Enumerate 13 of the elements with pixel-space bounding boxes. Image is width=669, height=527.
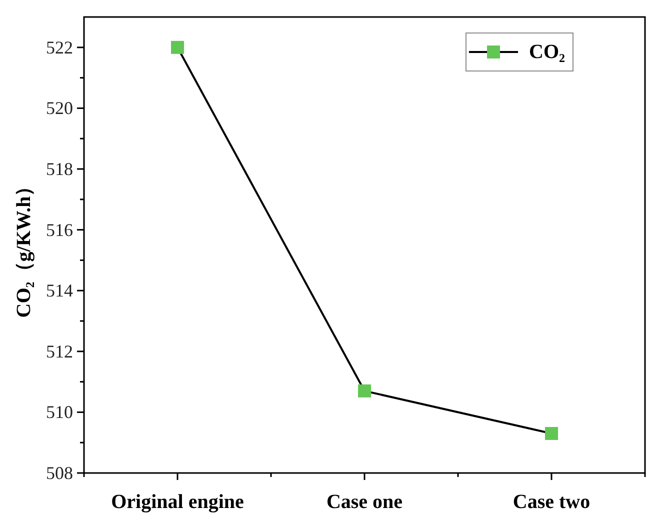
- ytick-label: 512: [46, 341, 73, 362]
- legend-label: CO₂: [529, 41, 565, 63]
- ytick-label: 518: [46, 159, 73, 179]
- ylabel: CO₂（g/KW.h）: [13, 176, 35, 318]
- ytick-label: 508: [46, 463, 73, 483]
- ytick-label: 520: [46, 98, 73, 118]
- ytick-label: 522: [46, 37, 73, 58]
- ytick-label: 510: [46, 402, 73, 422]
- xtick-label: Case one: [326, 491, 403, 513]
- ytick-label: 516: [46, 220, 73, 240]
- xtick-label: Original engine: [111, 491, 244, 513]
- ytick-label: 514: [46, 280, 73, 301]
- xtick-label: Case two: [512, 491, 590, 513]
